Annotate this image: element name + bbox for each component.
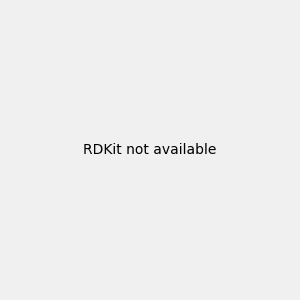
Text: RDKit not available: RDKit not available (83, 143, 217, 157)
